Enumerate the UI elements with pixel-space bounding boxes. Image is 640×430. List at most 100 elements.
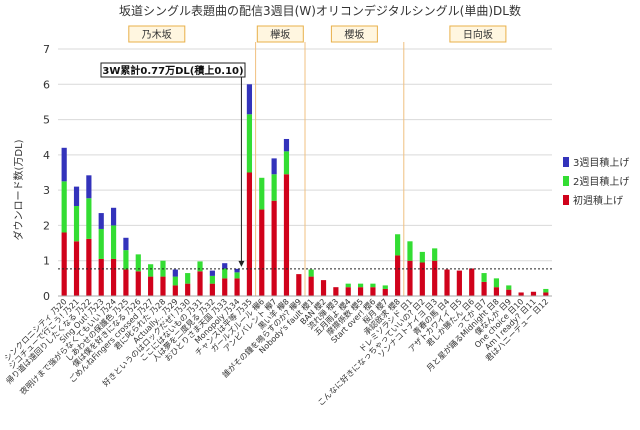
bar-segment bbox=[246, 114, 253, 173]
bars-layer bbox=[61, 84, 549, 296]
bar-segment bbox=[123, 269, 129, 296]
y-tick-label: 7 bbox=[43, 43, 50, 56]
bar-segment bbox=[209, 283, 215, 296]
bar-segment bbox=[234, 268, 240, 273]
y-tick-label: 2 bbox=[43, 219, 50, 232]
bar-segment bbox=[86, 198, 92, 239]
bar-segment bbox=[506, 289, 512, 296]
bar-segment bbox=[345, 287, 351, 296]
bar-segment bbox=[419, 251, 425, 263]
bar-segment bbox=[73, 186, 80, 207]
bar-segment bbox=[222, 263, 228, 269]
bar-segment bbox=[419, 262, 425, 296]
bar-segment bbox=[246, 84, 253, 115]
bar-segment bbox=[271, 158, 277, 175]
bar-segment bbox=[357, 283, 364, 288]
bar-segment bbox=[160, 276, 166, 296]
bar-segment bbox=[172, 269, 178, 277]
bar-segment bbox=[148, 276, 154, 296]
bar-segment bbox=[357, 287, 364, 296]
bar-segment bbox=[493, 278, 500, 288]
bar-segment bbox=[308, 276, 314, 296]
group-label: 日向坂 bbox=[463, 28, 493, 41]
bar-segment bbox=[123, 237, 129, 251]
group-label-box bbox=[449, 25, 507, 43]
group-label-box bbox=[330, 25, 378, 43]
bar-segment bbox=[61, 232, 67, 296]
bar-segment bbox=[296, 274, 302, 296]
bar-segment bbox=[110, 258, 117, 296]
annotation-box bbox=[100, 62, 246, 78]
bar-segment bbox=[172, 285, 178, 296]
bar-segment bbox=[185, 273, 191, 284]
y-tick-label: 1 bbox=[43, 255, 50, 268]
bar-segment bbox=[481, 273, 487, 282]
y-tick-label: 4 bbox=[43, 149, 50, 162]
group-label: 櫻坂 bbox=[344, 28, 364, 41]
group-separators bbox=[255, 42, 405, 296]
group-label-box bbox=[256, 25, 304, 43]
bar-segment bbox=[518, 292, 524, 296]
bar-segment bbox=[98, 258, 104, 296]
bar-segment bbox=[283, 138, 290, 152]
bar-segment bbox=[234, 272, 240, 279]
bar-segment bbox=[370, 287, 376, 296]
bar-segment bbox=[172, 276, 178, 286]
bar-segment bbox=[370, 283, 376, 288]
bar-segment bbox=[110, 207, 117, 226]
group-label: 乃木坂 bbox=[142, 29, 172, 41]
group-labels: 乃木坂 欅坂 櫻坂 日向坂 bbox=[128, 25, 507, 43]
bar-segment bbox=[395, 234, 401, 256]
legend-swatch bbox=[563, 195, 569, 205]
bar-segment bbox=[98, 228, 104, 259]
bar-segment bbox=[135, 271, 141, 296]
bar-segment bbox=[259, 209, 265, 296]
axis-layer: 0 1 2 3 4 5 6 7 bbox=[43, 43, 552, 303]
bar-segment bbox=[456, 270, 462, 296]
group-label-box bbox=[128, 25, 186, 43]
bar-segment bbox=[209, 270, 215, 276]
bar-segment bbox=[246, 172, 253, 296]
bar-segment bbox=[61, 147, 67, 182]
bar-segment bbox=[209, 275, 215, 284]
bar-segment bbox=[197, 271, 203, 296]
bar-segment bbox=[345, 283, 351, 288]
bar-segment bbox=[86, 238, 92, 296]
bar-segment bbox=[432, 248, 438, 261]
bar-segment bbox=[222, 278, 228, 296]
y-tick-label: 6 bbox=[43, 78, 50, 91]
bar-segment bbox=[222, 268, 228, 279]
bar-segment bbox=[271, 200, 277, 296]
bar-segment bbox=[333, 287, 339, 296]
legend-label: 初週積上げ bbox=[573, 194, 623, 207]
y-tick-label: 5 bbox=[43, 114, 50, 127]
legend-label: 3週目積上げ bbox=[573, 156, 629, 169]
bar-segment bbox=[543, 288, 549, 293]
bar-segment bbox=[382, 288, 388, 296]
bar-segment bbox=[98, 213, 104, 229]
bar-segment bbox=[407, 241, 413, 261]
group-label: 欅坂 bbox=[270, 29, 290, 41]
bar-segment bbox=[432, 260, 438, 296]
bar-segment bbox=[530, 291, 537, 296]
bar-segment bbox=[86, 175, 92, 199]
bar-segment bbox=[135, 254, 141, 272]
bar-segment bbox=[73, 206, 80, 242]
bar-segment bbox=[271, 174, 277, 201]
annotation-text: 3W累計0.77万DL(積上0.10) bbox=[102, 64, 243, 77]
y-tick-label: 0 bbox=[43, 290, 50, 303]
bar-segment bbox=[197, 261, 203, 272]
bar-segment bbox=[148, 264, 154, 277]
bar-segment bbox=[320, 280, 327, 296]
bar-segment bbox=[506, 285, 512, 290]
bar-segment bbox=[283, 174, 290, 296]
bar-segment bbox=[444, 269, 450, 296]
annotation-arrow-head bbox=[238, 260, 245, 267]
bar-segment bbox=[543, 292, 549, 296]
bar-segment bbox=[234, 278, 240, 296]
bar-segment bbox=[259, 177, 265, 210]
